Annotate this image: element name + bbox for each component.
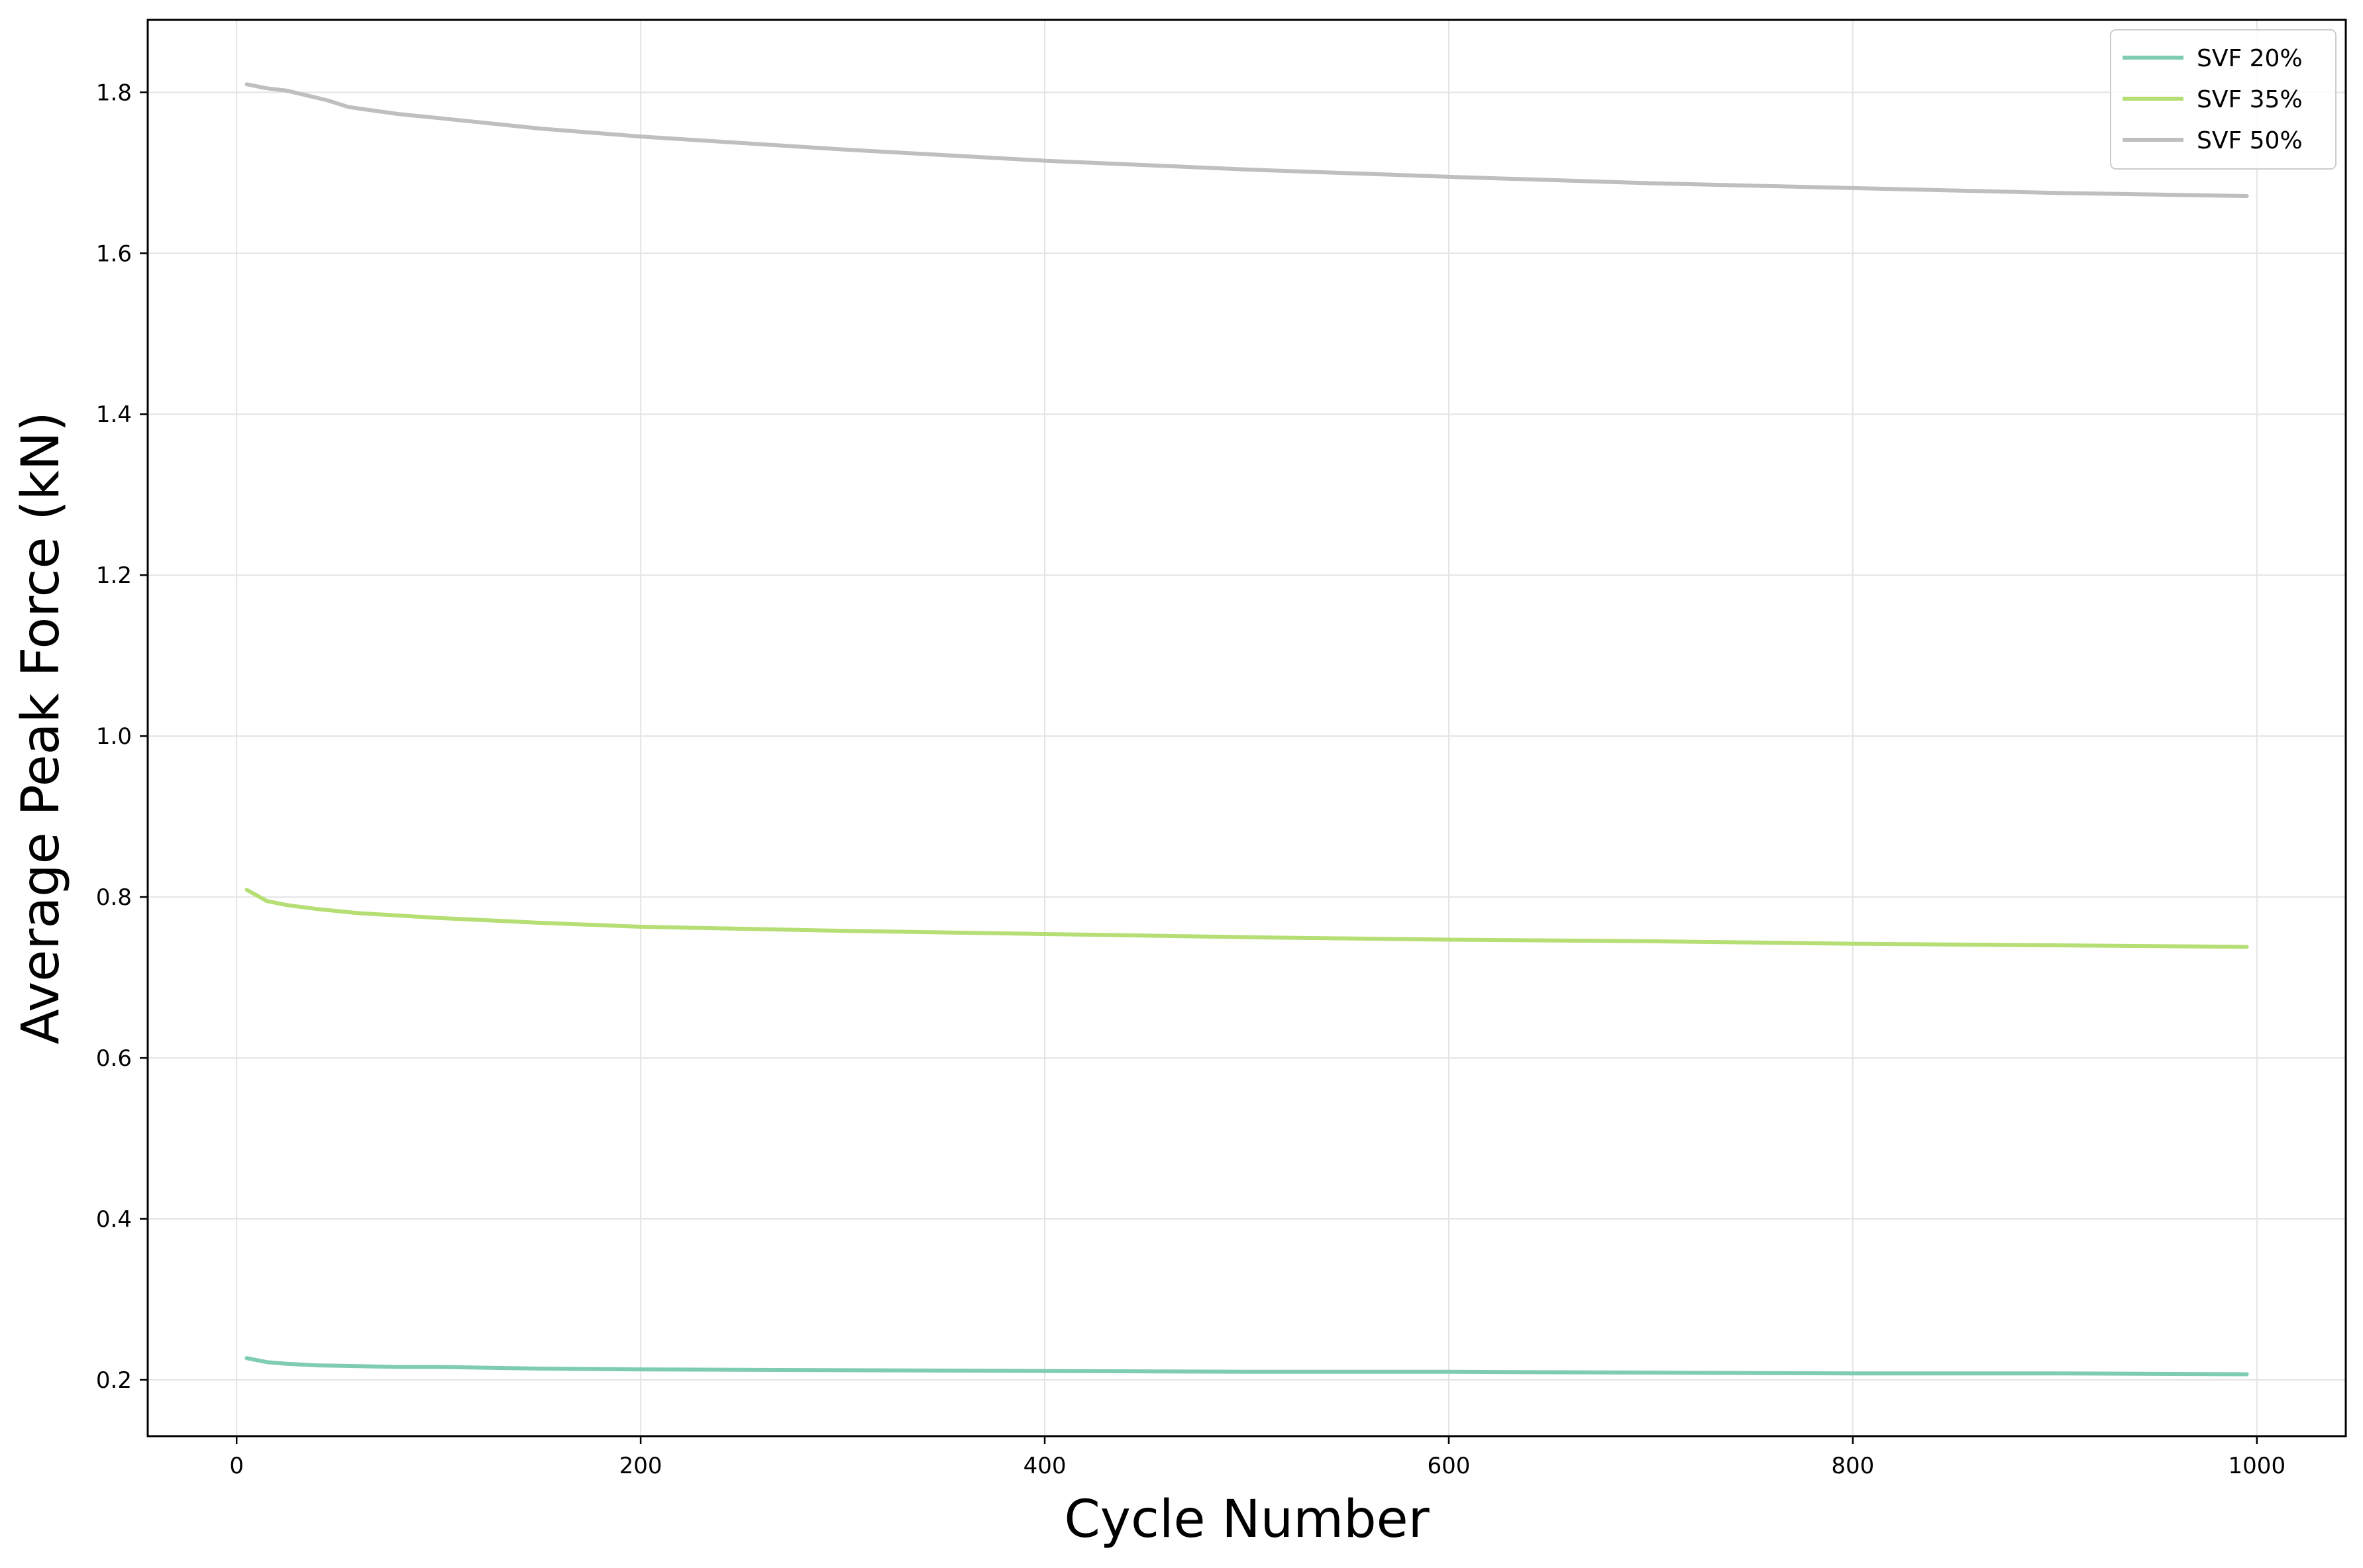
- legend-box: [2110, 29, 2337, 170]
- y-tick-label: 0.8: [96, 884, 132, 911]
- y-tick-label: 1.6: [96, 240, 132, 267]
- legend: SVF 20% SVF 35% SVF 50%: [2110, 29, 2337, 170]
- x-tick-label: 800: [1831, 1453, 1874, 1479]
- series-line-3: [244, 82, 2249, 198]
- plot-lines: [244, 82, 2249, 1377]
- y-axis-label: Average Peak Force (kN): [11, 411, 71, 1044]
- grid: [148, 20, 2346, 1436]
- x-tick-label: 200: [619, 1453, 662, 1479]
- x-tick-label: 1000: [2229, 1453, 2286, 1479]
- legend-label: SVF 50%: [2197, 127, 2303, 154]
- y-tick-label: 0.2: [96, 1367, 132, 1394]
- y-tick-label: 1.4: [96, 401, 132, 428]
- x-tick-label: 600: [1428, 1453, 1471, 1479]
- plot-area-frame: [146, 19, 2347, 1437]
- y-tick-label: 1.0: [96, 723, 132, 750]
- axis-ticks: 0 200 400 600 800 1000 0.2 0.4 0.6 0.8 1.0 1.2 1.4 1.…: [96, 79, 2285, 1479]
- series-line-2: [244, 888, 2249, 949]
- x-tick-label: 400: [1024, 1453, 1067, 1479]
- x-axis-label: Cycle Number: [1064, 1490, 1430, 1549]
- legend-label: SVF 20%: [2197, 45, 2303, 72]
- legend-label: SVF 35%: [2197, 86, 2303, 113]
- y-tick-label: 1.8: [96, 79, 132, 106]
- series-line-1: [244, 1356, 2249, 1377]
- y-tick-label: 0.4: [96, 1206, 132, 1233]
- y-tick-label: 1.2: [96, 562, 132, 589]
- y-tick-label: 0.6: [96, 1045, 132, 1072]
- x-tick-label: 0: [229, 1453, 244, 1479]
